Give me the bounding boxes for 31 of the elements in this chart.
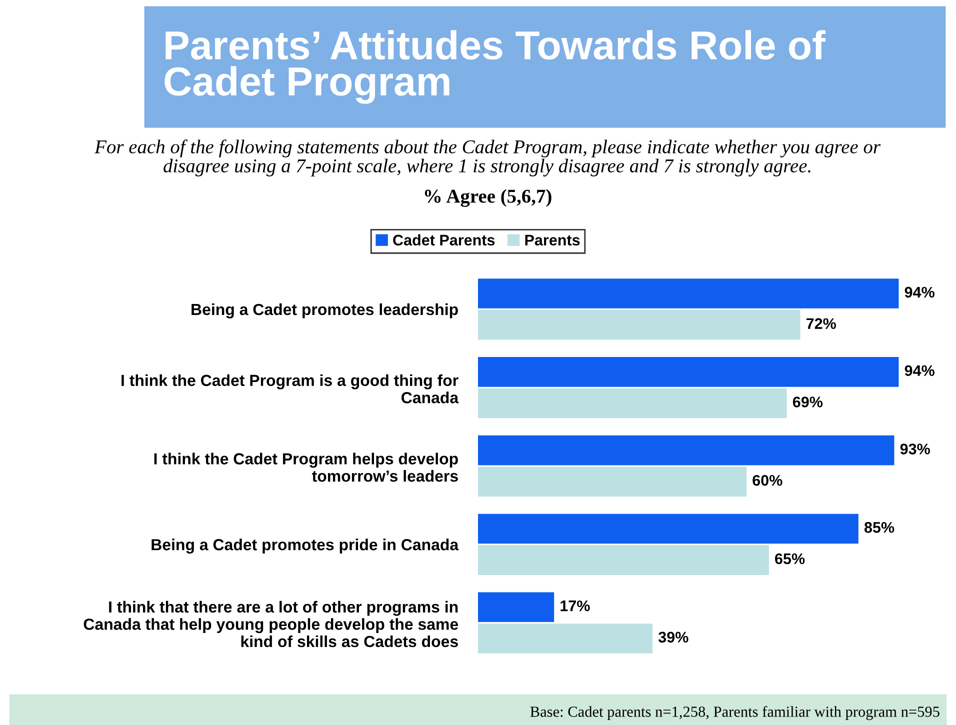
bar (478, 514, 858, 544)
data-label: 94% (904, 365, 934, 376)
data-label: 94% (904, 286, 934, 298)
bar (478, 435, 894, 466)
y-tick-label: I think the Cadet Program helps develop tomorrow’s leaders (154, 452, 458, 482)
bar (478, 545, 769, 575)
data-label: 72% (806, 318, 836, 329)
data-label: 39% (658, 632, 688, 643)
data-label: 65% (775, 553, 805, 564)
bar (478, 278, 899, 308)
bar (478, 357, 899, 387)
y-tick-label: I think that there are a lot of other programs in Canada that help young people develop the same kind of skills as Cadets does (84, 600, 458, 648)
text: % Agree (5,6,7) (424, 189, 552, 207)
text: Base: Cadet parents n=1,258, Parents familiar with program n=595 (530, 706, 940, 720)
chart-title: Parents’ Attitudes Towards Role of Cadet Program (164, 30, 826, 104)
data-label: 17% (560, 600, 590, 612)
legend-label: Cadet Parents (393, 234, 495, 246)
y-tick-label: Being a Cadet promotes leadership (192, 303, 458, 318)
bar (478, 466, 747, 497)
bar (478, 388, 787, 418)
bar (478, 624, 653, 654)
data-label: 69% (792, 396, 823, 408)
bar (478, 592, 554, 622)
bar (478, 310, 800, 340)
legend-label: Parents (525, 234, 580, 246)
y-tick-label: I think the Cadet Program is a good thing for Canada (122, 374, 459, 404)
data-label: 60% (752, 474, 782, 486)
data-label: 85% (864, 522, 894, 533)
chart-subtitle: For each of the following statements about the Cadet Program, please indicate whether you agree or disagree using a 7-point scale, where 1 is strongly disagree and 7 is strongly agree. (94, 140, 881, 176)
y-tick-label: Being a Cadet promotes pride in Canada (152, 538, 459, 554)
data-label: 93% (900, 444, 930, 454)
